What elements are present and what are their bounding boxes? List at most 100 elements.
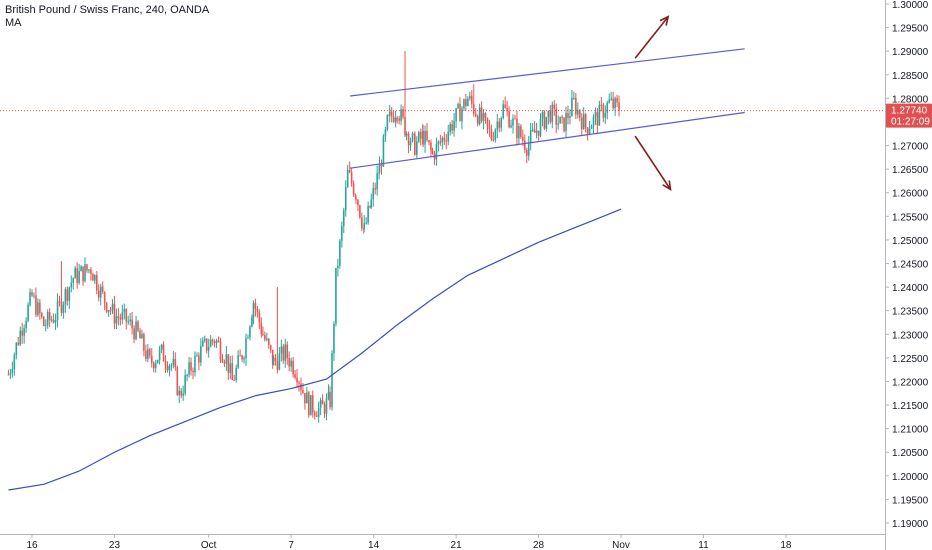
candle-up xyxy=(614,98,616,109)
candle-down xyxy=(221,359,224,363)
candle-down xyxy=(92,273,94,281)
candle-up xyxy=(13,355,16,370)
candle-down xyxy=(302,390,304,394)
candle-up xyxy=(37,302,39,315)
candle-down xyxy=(402,109,404,117)
candle-up xyxy=(64,289,67,305)
candle-down xyxy=(288,358,290,367)
y-tick-label: 1.29500 xyxy=(892,24,929,35)
candle-down xyxy=(298,382,300,384)
candle-up xyxy=(172,359,175,366)
up-right-arrow-icon[interactable] xyxy=(634,16,669,59)
candle-down xyxy=(296,377,298,383)
candle-down xyxy=(537,130,540,136)
candle-down xyxy=(359,205,361,218)
candle-down xyxy=(586,127,589,134)
y-tick-label: 1.21500 xyxy=(892,401,929,412)
candle-down xyxy=(374,188,376,190)
candle-up xyxy=(435,144,438,160)
candle-down xyxy=(271,349,274,366)
candle-down xyxy=(490,129,493,140)
candle-down xyxy=(164,361,167,366)
candle-down xyxy=(304,393,306,404)
x-tick-label: 28 xyxy=(533,540,545,550)
candle-down xyxy=(430,142,432,151)
candle-up xyxy=(154,363,157,369)
candle-up xyxy=(272,357,275,366)
candle-down xyxy=(386,115,389,117)
candle-down xyxy=(520,126,522,137)
candle-down xyxy=(522,136,524,141)
candle-down xyxy=(543,112,546,129)
candle-down xyxy=(352,183,355,195)
candle-up xyxy=(518,126,520,139)
candle-up xyxy=(478,107,481,125)
candle-down xyxy=(48,312,51,321)
candle-down xyxy=(428,140,430,143)
candle-up xyxy=(251,317,253,327)
candle-up xyxy=(363,223,365,229)
candle-up xyxy=(342,210,345,227)
candle-up xyxy=(482,113,485,121)
candle-down xyxy=(7,374,10,376)
candle-down xyxy=(241,355,243,360)
candle-down xyxy=(17,342,20,345)
y-tick-label: 1.21000 xyxy=(892,425,929,436)
candle-up xyxy=(44,325,47,327)
candle-down xyxy=(66,289,69,301)
candle-down xyxy=(35,295,37,315)
candle-down xyxy=(105,302,108,312)
candle-up xyxy=(437,141,440,145)
candle-up xyxy=(457,104,459,109)
candle-up xyxy=(107,310,110,312)
candle-up xyxy=(341,226,343,241)
candle-up xyxy=(424,130,426,145)
candle-up xyxy=(376,173,378,190)
candle-up xyxy=(202,340,204,347)
down-right-arrow-icon[interactable] xyxy=(634,135,672,190)
candle-up xyxy=(386,115,389,130)
candle-up xyxy=(284,344,287,361)
candle-down xyxy=(580,117,583,130)
candle-up xyxy=(182,393,184,396)
candle-up xyxy=(203,338,206,341)
candle-up xyxy=(94,275,96,281)
candle-down xyxy=(125,308,128,322)
candle-down xyxy=(480,107,483,121)
candle-down xyxy=(321,400,324,405)
candle-down xyxy=(41,313,43,317)
candle-up xyxy=(531,129,534,131)
candle-down xyxy=(198,355,200,363)
candle-up xyxy=(186,374,188,376)
candle-down xyxy=(97,290,100,298)
channel-upper-line[interactable] xyxy=(349,48,745,97)
candle-up xyxy=(463,99,465,109)
x-tick-label: 21 xyxy=(451,540,463,550)
candle-up xyxy=(68,287,71,301)
candle-up xyxy=(327,391,330,399)
candle-down xyxy=(553,104,556,109)
candle-up xyxy=(610,98,612,100)
candle-up xyxy=(598,104,601,126)
candle-up xyxy=(15,342,18,356)
y-tick-label: 1.24000 xyxy=(892,283,929,294)
candle-down xyxy=(282,346,285,361)
candle-down xyxy=(260,322,263,334)
candle-up xyxy=(309,395,312,416)
candle-down xyxy=(174,359,177,368)
candle-down xyxy=(584,114,587,128)
candle-down xyxy=(239,355,241,357)
candle-up xyxy=(539,118,542,136)
candle-up xyxy=(592,116,595,127)
channel-lower-line[interactable] xyxy=(349,111,745,169)
y-tick-label: 1.30000 xyxy=(892,0,929,11)
candle-down xyxy=(233,379,236,381)
candle-down xyxy=(451,124,453,131)
candle-down xyxy=(42,316,45,326)
candle-down xyxy=(276,361,279,370)
candle-up xyxy=(545,117,548,129)
candle-down xyxy=(137,321,139,331)
price-badge xyxy=(886,103,932,128)
